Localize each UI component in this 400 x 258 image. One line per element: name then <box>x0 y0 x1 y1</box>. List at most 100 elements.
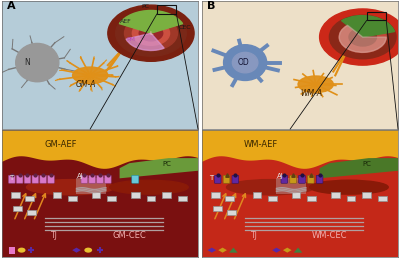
Bar <box>362 192 371 198</box>
Bar <box>212 192 220 198</box>
Wedge shape <box>339 25 386 52</box>
Circle shape <box>132 21 170 45</box>
Polygon shape <box>294 248 302 253</box>
Polygon shape <box>208 248 216 253</box>
Polygon shape <box>272 248 281 253</box>
FancyBboxPatch shape <box>16 175 23 183</box>
FancyBboxPatch shape <box>40 175 46 183</box>
Polygon shape <box>120 158 198 178</box>
FancyBboxPatch shape <box>32 175 39 183</box>
Bar <box>13 206 22 212</box>
FancyBboxPatch shape <box>89 175 96 183</box>
FancyBboxPatch shape <box>281 175 288 183</box>
Bar <box>331 192 340 198</box>
Bar <box>76 178 106 194</box>
Ellipse shape <box>298 76 333 93</box>
Text: PM: PM <box>127 37 136 42</box>
Text: WM-AEF: WM-AEF <box>244 140 278 149</box>
Bar <box>12 192 20 198</box>
Circle shape <box>320 9 400 65</box>
Bar <box>68 196 77 201</box>
Bar <box>347 196 355 201</box>
Bar <box>25 196 34 201</box>
Bar <box>378 196 387 201</box>
Wedge shape <box>342 15 394 37</box>
Text: OD: OD <box>237 58 249 67</box>
Bar <box>308 196 316 201</box>
Bar <box>367 12 386 20</box>
Bar <box>213 206 222 212</box>
Bar <box>147 196 155 201</box>
Text: AEF: AEF <box>120 19 131 24</box>
Bar <box>131 192 140 198</box>
Ellipse shape <box>72 67 108 84</box>
Text: GM-A: GM-A <box>76 80 96 89</box>
Text: B: B <box>207 1 215 11</box>
Text: L: L <box>149 31 153 36</box>
Bar <box>108 196 116 201</box>
Text: WM-A: WM-A <box>301 89 323 98</box>
Ellipse shape <box>226 180 315 195</box>
Bar <box>157 5 176 14</box>
Text: CEC: CEC <box>178 25 191 30</box>
Circle shape <box>349 28 376 46</box>
Text: TJ: TJ <box>251 231 258 240</box>
Text: T: T <box>209 175 213 181</box>
FancyBboxPatch shape <box>8 175 15 183</box>
FancyBboxPatch shape <box>290 175 296 183</box>
Bar <box>268 196 277 201</box>
Circle shape <box>18 248 26 253</box>
FancyBboxPatch shape <box>97 175 103 183</box>
Bar <box>227 210 236 215</box>
Circle shape <box>330 15 396 59</box>
Text: TJ: TJ <box>51 231 58 240</box>
FancyBboxPatch shape <box>81 175 88 183</box>
FancyBboxPatch shape <box>48 175 54 183</box>
FancyBboxPatch shape <box>232 175 239 183</box>
Bar <box>292 192 300 198</box>
Ellipse shape <box>26 180 115 195</box>
Text: PC: PC <box>141 4 149 9</box>
Polygon shape <box>283 248 292 253</box>
Text: WM-CEC: WM-CEC <box>312 231 347 240</box>
Text: GM-AEF: GM-AEF <box>44 140 77 149</box>
Polygon shape <box>320 158 398 178</box>
Ellipse shape <box>310 180 388 194</box>
Bar <box>162 192 171 198</box>
Polygon shape <box>72 248 81 253</box>
Bar <box>252 192 261 198</box>
Bar <box>52 192 61 198</box>
Circle shape <box>116 10 186 56</box>
FancyBboxPatch shape <box>223 175 230 183</box>
Polygon shape <box>218 248 227 253</box>
Wedge shape <box>126 33 164 51</box>
FancyBboxPatch shape <box>308 175 314 183</box>
Circle shape <box>339 22 386 52</box>
Bar <box>276 178 306 194</box>
Text: PC: PC <box>163 161 172 167</box>
FancyBboxPatch shape <box>214 175 221 183</box>
Text: T: T <box>9 175 13 181</box>
Wedge shape <box>119 11 182 33</box>
Text: GM-CEC: GM-CEC <box>112 231 146 240</box>
Bar <box>92 192 100 198</box>
Ellipse shape <box>16 43 59 82</box>
FancyBboxPatch shape <box>299 175 305 183</box>
Polygon shape <box>229 248 238 253</box>
Circle shape <box>84 248 92 253</box>
Text: A: A <box>7 1 16 11</box>
Ellipse shape <box>232 52 258 73</box>
Text: N: N <box>25 58 30 67</box>
FancyBboxPatch shape <box>316 175 323 183</box>
FancyBboxPatch shape <box>132 175 139 183</box>
Bar <box>178 196 187 201</box>
Circle shape <box>108 5 194 61</box>
FancyBboxPatch shape <box>104 175 111 183</box>
Circle shape <box>139 26 163 41</box>
Text: AJ: AJ <box>276 173 283 179</box>
FancyBboxPatch shape <box>24 175 31 183</box>
Bar <box>202 130 398 149</box>
Text: AJ: AJ <box>76 173 83 179</box>
Bar <box>225 196 234 201</box>
Text: PC: PC <box>363 161 372 167</box>
